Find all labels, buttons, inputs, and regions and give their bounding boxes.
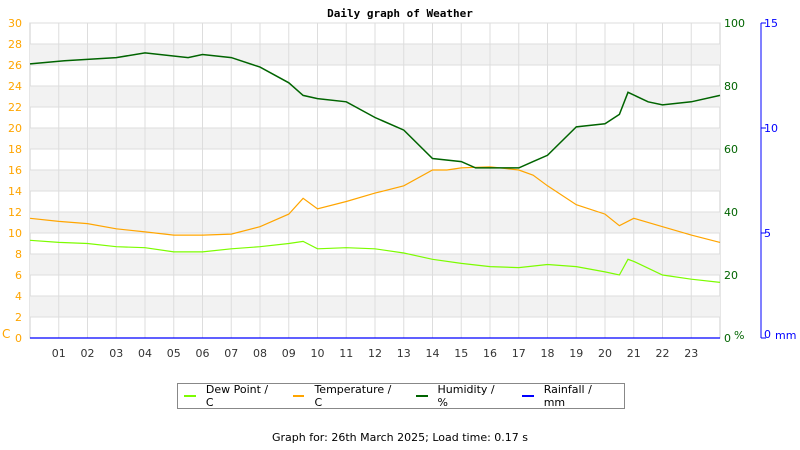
right-1-tick-label: 100 [724, 17, 745, 30]
legend-label: Dew Point / C [205, 383, 269, 409]
x-tick-label: 11 [339, 347, 353, 360]
right-2-tick-label: 10 [764, 122, 778, 135]
x-tick-label: 23 [684, 347, 698, 360]
left-tick-label: 8 [15, 248, 22, 261]
series-line-humidity [29, 52, 721, 169]
legend-temperature: Temperature / C [292, 383, 402, 409]
legend-label: Temperature / C [314, 383, 392, 409]
left-tick-label: 2 [15, 311, 22, 324]
right-2-tick-label: 0 [764, 328, 771, 341]
x-tick-label: 10 [311, 347, 325, 360]
chart: Daily graph of Weather 02468101214161820… [2, 7, 796, 360]
left-tick-label: 4 [15, 290, 22, 303]
x-tick-label: 18 [541, 347, 555, 360]
left-tick-label: 20 [8, 122, 22, 135]
x-tick-label: 04 [138, 347, 152, 360]
x-tick-label: 02 [81, 347, 95, 360]
left-tick-label: 16 [8, 164, 22, 177]
right-2-tick-label: 15 [764, 17, 778, 30]
x-tick-label: 13 [397, 347, 411, 360]
left-axis-label: C [2, 327, 10, 341]
x-tick-label: 05 [167, 347, 181, 360]
x-tick-label: 22 [656, 347, 670, 360]
x-tick-label: 09 [282, 347, 296, 360]
left-tick-label: 10 [8, 227, 22, 240]
x-tick-label: 17 [512, 347, 526, 360]
x-tick-label: 03 [109, 347, 123, 360]
left-tick-label: 0 [15, 332, 22, 345]
x-tick-label: 06 [196, 347, 210, 360]
x-tick-label: 21 [627, 347, 641, 360]
left-tick-label: 6 [15, 269, 22, 282]
left-tick-label: 22 [8, 101, 22, 114]
x-tick-label: 19 [569, 347, 583, 360]
left-tick-label: 12 [8, 206, 22, 219]
left-tick-label: 26 [8, 59, 22, 72]
right-1-tick-label: 60 [724, 143, 738, 156]
right-1-tick-label: 20 [724, 269, 738, 282]
left-tick-label: 30 [8, 17, 22, 30]
footer-text: Graph for: 26th March 2025; Load time: 0… [271, 431, 529, 444]
x-tick-label: 12 [368, 347, 382, 360]
left-tick-label: 14 [8, 185, 22, 198]
left-tick-label: 18 [8, 143, 22, 156]
legend: Dew Point / C Temperature / C Humidity /… [177, 383, 625, 409]
x-tick-label: 08 [253, 347, 267, 360]
right-1-tick-label: 80 [724, 80, 738, 93]
left-tick-label: 24 [8, 80, 22, 93]
right-axis-2-label: mm [775, 329, 796, 342]
x-tick-label: 15 [454, 347, 468, 360]
legend-rainfall: Rainfall / mm [521, 383, 616, 409]
legend-label: Humidity / % [437, 383, 495, 409]
chart-title: Daily graph of Weather [327, 7, 473, 20]
legend-label: Rainfall / mm [543, 383, 592, 409]
legend-dew-point: Dew Point / C [184, 383, 279, 409]
x-tick-label: 14 [426, 347, 440, 360]
x-tick-label: 07 [224, 347, 238, 360]
right-1-tick-label: 0 [724, 332, 731, 345]
series-line-temperature [29, 166, 721, 243]
legend-humidity: Humidity / % [415, 383, 508, 409]
x-tick-label: 01 [52, 347, 66, 360]
x-tick-label: 20 [598, 347, 612, 360]
right-axis-1-label: % [734, 329, 744, 342]
left-tick-label: 28 [8, 38, 22, 51]
series-line-dew-point [29, 239, 721, 283]
right-1-tick-label: 40 [724, 206, 738, 219]
right-2-tick-label: 5 [764, 227, 771, 240]
x-tick-label: 16 [483, 347, 497, 360]
